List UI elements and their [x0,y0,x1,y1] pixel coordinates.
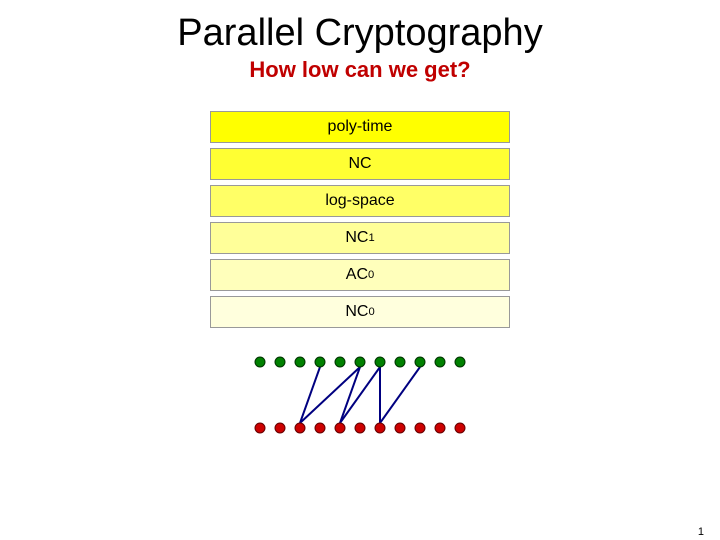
complexity-box-1: NC [210,148,510,180]
complexity-box-0: poly-time [210,111,510,143]
slide-subtitle: How low can we get? [0,57,720,83]
diagram-svg [230,350,490,440]
complexity-class-list: poly-time NC log-space NC1 AC0 NC0 [210,111,510,328]
complexity-box-4: AC0 [210,259,510,291]
complexity-box-2: log-space [210,185,510,217]
page-number: 1 [698,526,704,538]
bipartite-diagram [230,350,490,440]
complexity-box-3: NC1 [210,222,510,254]
slide-title: Parallel Cryptography [0,12,720,55]
complexity-box-5: NC0 [210,296,510,328]
